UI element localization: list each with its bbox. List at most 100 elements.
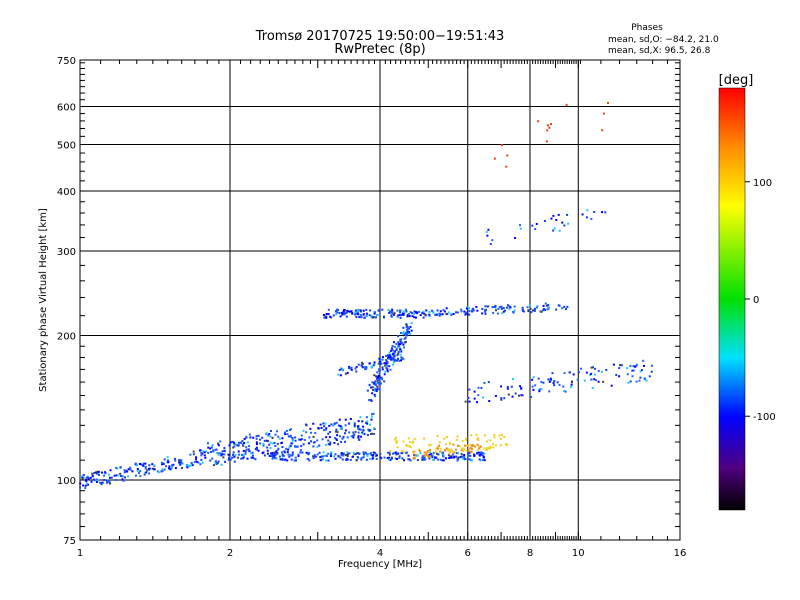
echo-point — [483, 381, 486, 384]
echo-point — [96, 480, 99, 483]
echo-point — [473, 390, 476, 393]
echo-point — [100, 483, 103, 486]
echo-point — [265, 439, 268, 442]
echo-point — [129, 468, 132, 471]
echo-point — [335, 421, 338, 424]
echo-point — [449, 313, 452, 316]
echo-point — [500, 307, 503, 310]
echo-point — [243, 437, 246, 440]
echo-point — [209, 450, 212, 453]
echo-point — [310, 431, 313, 434]
echo-point — [590, 378, 593, 381]
echo-point — [242, 444, 245, 447]
echo-point — [242, 456, 245, 459]
echo-point — [362, 425, 365, 428]
echo-point — [463, 447, 466, 450]
echo-point — [443, 310, 446, 313]
echo-point — [342, 435, 345, 438]
echo-point — [353, 433, 356, 436]
echo-point — [168, 465, 171, 468]
echo-point — [329, 315, 332, 318]
echo-point — [244, 450, 247, 453]
echo-point — [200, 451, 203, 454]
echo-point — [278, 455, 281, 458]
echo-point — [360, 431, 363, 434]
echo-point — [237, 444, 240, 447]
echo-point — [530, 311, 533, 314]
echo-point — [236, 456, 239, 459]
echo-point — [558, 229, 561, 232]
echo-point — [385, 361, 388, 364]
echo-point — [372, 315, 375, 318]
echo-point — [471, 444, 474, 447]
echo-point — [189, 453, 192, 456]
echo-point — [330, 423, 333, 426]
echo-point — [358, 428, 361, 431]
echo-point — [109, 482, 112, 485]
echo-point — [426, 449, 429, 452]
colorbar — [718, 87, 746, 511]
echo-point — [234, 443, 237, 446]
echo-point — [362, 451, 365, 454]
echo-point — [428, 314, 431, 317]
echo-point — [381, 368, 384, 371]
echo-point — [484, 305, 487, 308]
echo-point — [200, 458, 203, 461]
echo-point — [325, 427, 328, 430]
echo-point — [381, 366, 384, 369]
echo-point — [377, 362, 380, 365]
echo-point — [460, 455, 463, 458]
echo-point — [280, 442, 283, 445]
echo-point — [353, 453, 356, 456]
echo-point — [210, 446, 213, 449]
chart-title: Tromsø 20170725 19:50:00−19:51:43 — [255, 29, 505, 44]
echo-point — [305, 431, 308, 434]
echo-point — [507, 304, 510, 307]
echo-point — [528, 309, 531, 312]
echo-point — [528, 304, 531, 307]
echo-point — [362, 428, 365, 431]
echo-point — [247, 445, 250, 448]
echo-point — [425, 453, 428, 456]
echo-point — [87, 477, 90, 480]
echo-point — [257, 449, 260, 452]
echo-point — [455, 311, 458, 314]
echo-point — [166, 456, 169, 459]
colorbar-label: [deg] — [719, 73, 754, 88]
echo-point — [244, 452, 247, 455]
echo-point — [294, 456, 297, 459]
echo-point — [484, 310, 487, 313]
echo-point — [545, 140, 548, 143]
echo-point — [460, 449, 463, 452]
echo-point — [285, 447, 288, 450]
echo-point — [82, 484, 85, 487]
echo-point — [178, 459, 181, 462]
echo-point — [392, 363, 395, 366]
echo-point — [350, 310, 353, 313]
echo-point — [257, 434, 260, 437]
echo-point — [369, 423, 372, 426]
echo-point — [241, 457, 244, 460]
echo-point — [172, 463, 175, 466]
echo-point — [435, 313, 438, 316]
echo-point — [263, 439, 266, 442]
echo-point — [452, 313, 455, 316]
echo-point — [465, 307, 468, 310]
echo-point — [397, 314, 400, 317]
echo-point — [602, 112, 605, 115]
echo-point — [373, 393, 376, 396]
echo-point — [377, 368, 380, 371]
echo-point — [209, 447, 212, 450]
echo-point — [362, 309, 365, 312]
echo-point — [268, 443, 271, 446]
echo-point — [413, 454, 416, 457]
echo-point — [368, 383, 371, 386]
echo-point — [463, 454, 466, 457]
echo-point — [393, 452, 396, 455]
echo-point — [355, 316, 358, 319]
echo-point — [480, 386, 483, 389]
echo-point — [351, 312, 354, 315]
y-tick-label: 600 — [57, 103, 76, 114]
echo-point — [386, 451, 389, 454]
